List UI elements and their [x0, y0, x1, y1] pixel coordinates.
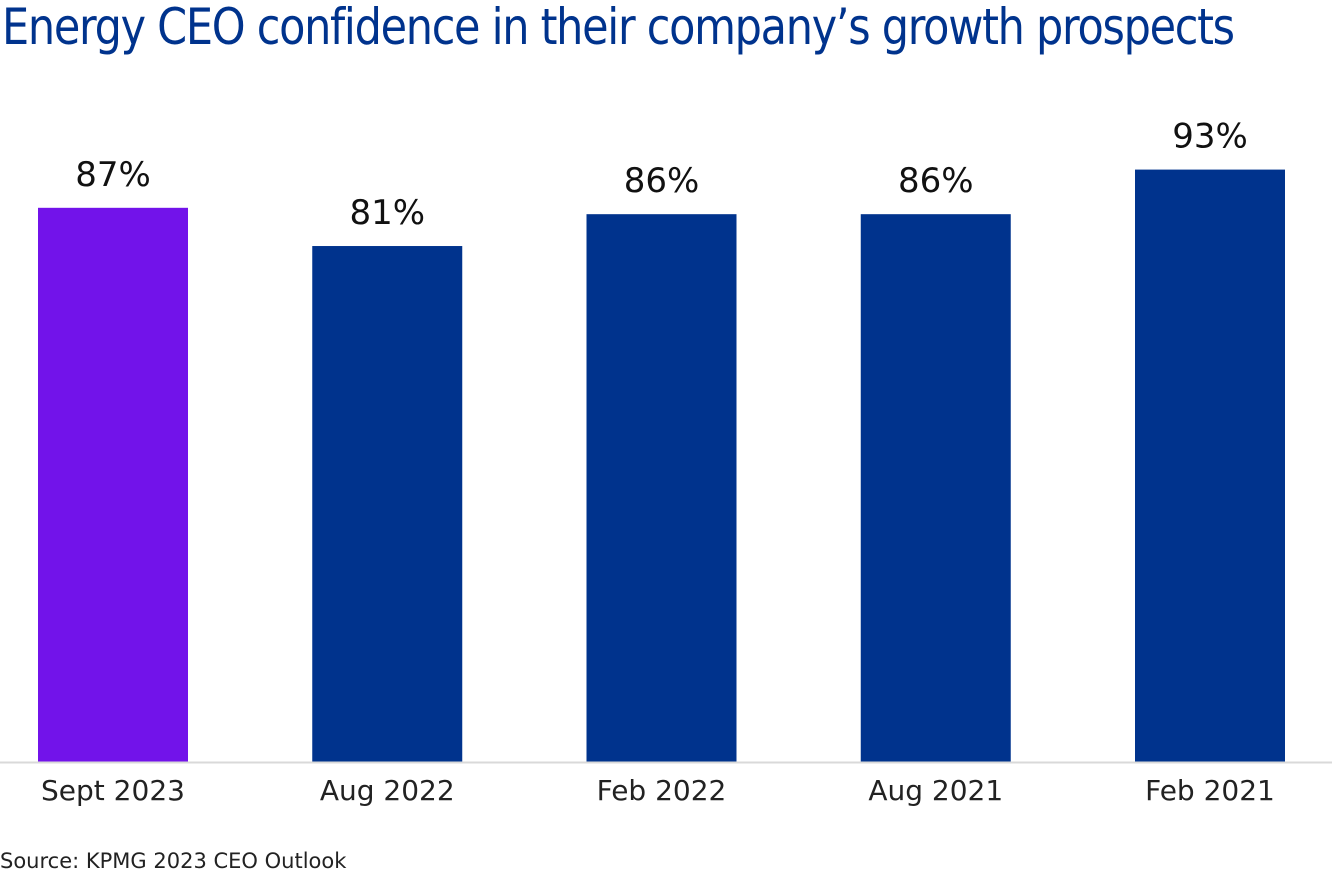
x-tick-label: Aug 2021	[868, 774, 1003, 807]
x-tick-label: Feb 2021	[1145, 774, 1275, 807]
x-tick-label: Sept 2023	[41, 774, 185, 807]
bar-aug-2021	[860, 214, 1011, 762]
source-note: Source: KPMG 2023 CEO Outlook	[0, 849, 347, 873]
bar-sept-2023	[38, 207, 188, 762]
data-label: 86%	[624, 161, 700, 201]
data-label: 87%	[75, 155, 151, 195]
chart-title: Energy CEO confidence in their company’s…	[2, 0, 1235, 56]
x-tick-label: Feb 2022	[597, 774, 727, 807]
bar-feb-2021	[1135, 169, 1285, 763]
data-label: 93%	[1172, 117, 1248, 157]
bar-aug-2022	[312, 246, 463, 762]
bar-feb-2022	[586, 214, 737, 762]
data-label: 86%	[898, 161, 974, 201]
data-label: 81%	[349, 193, 425, 233]
x-tick-label: Aug 2022	[320, 774, 455, 807]
